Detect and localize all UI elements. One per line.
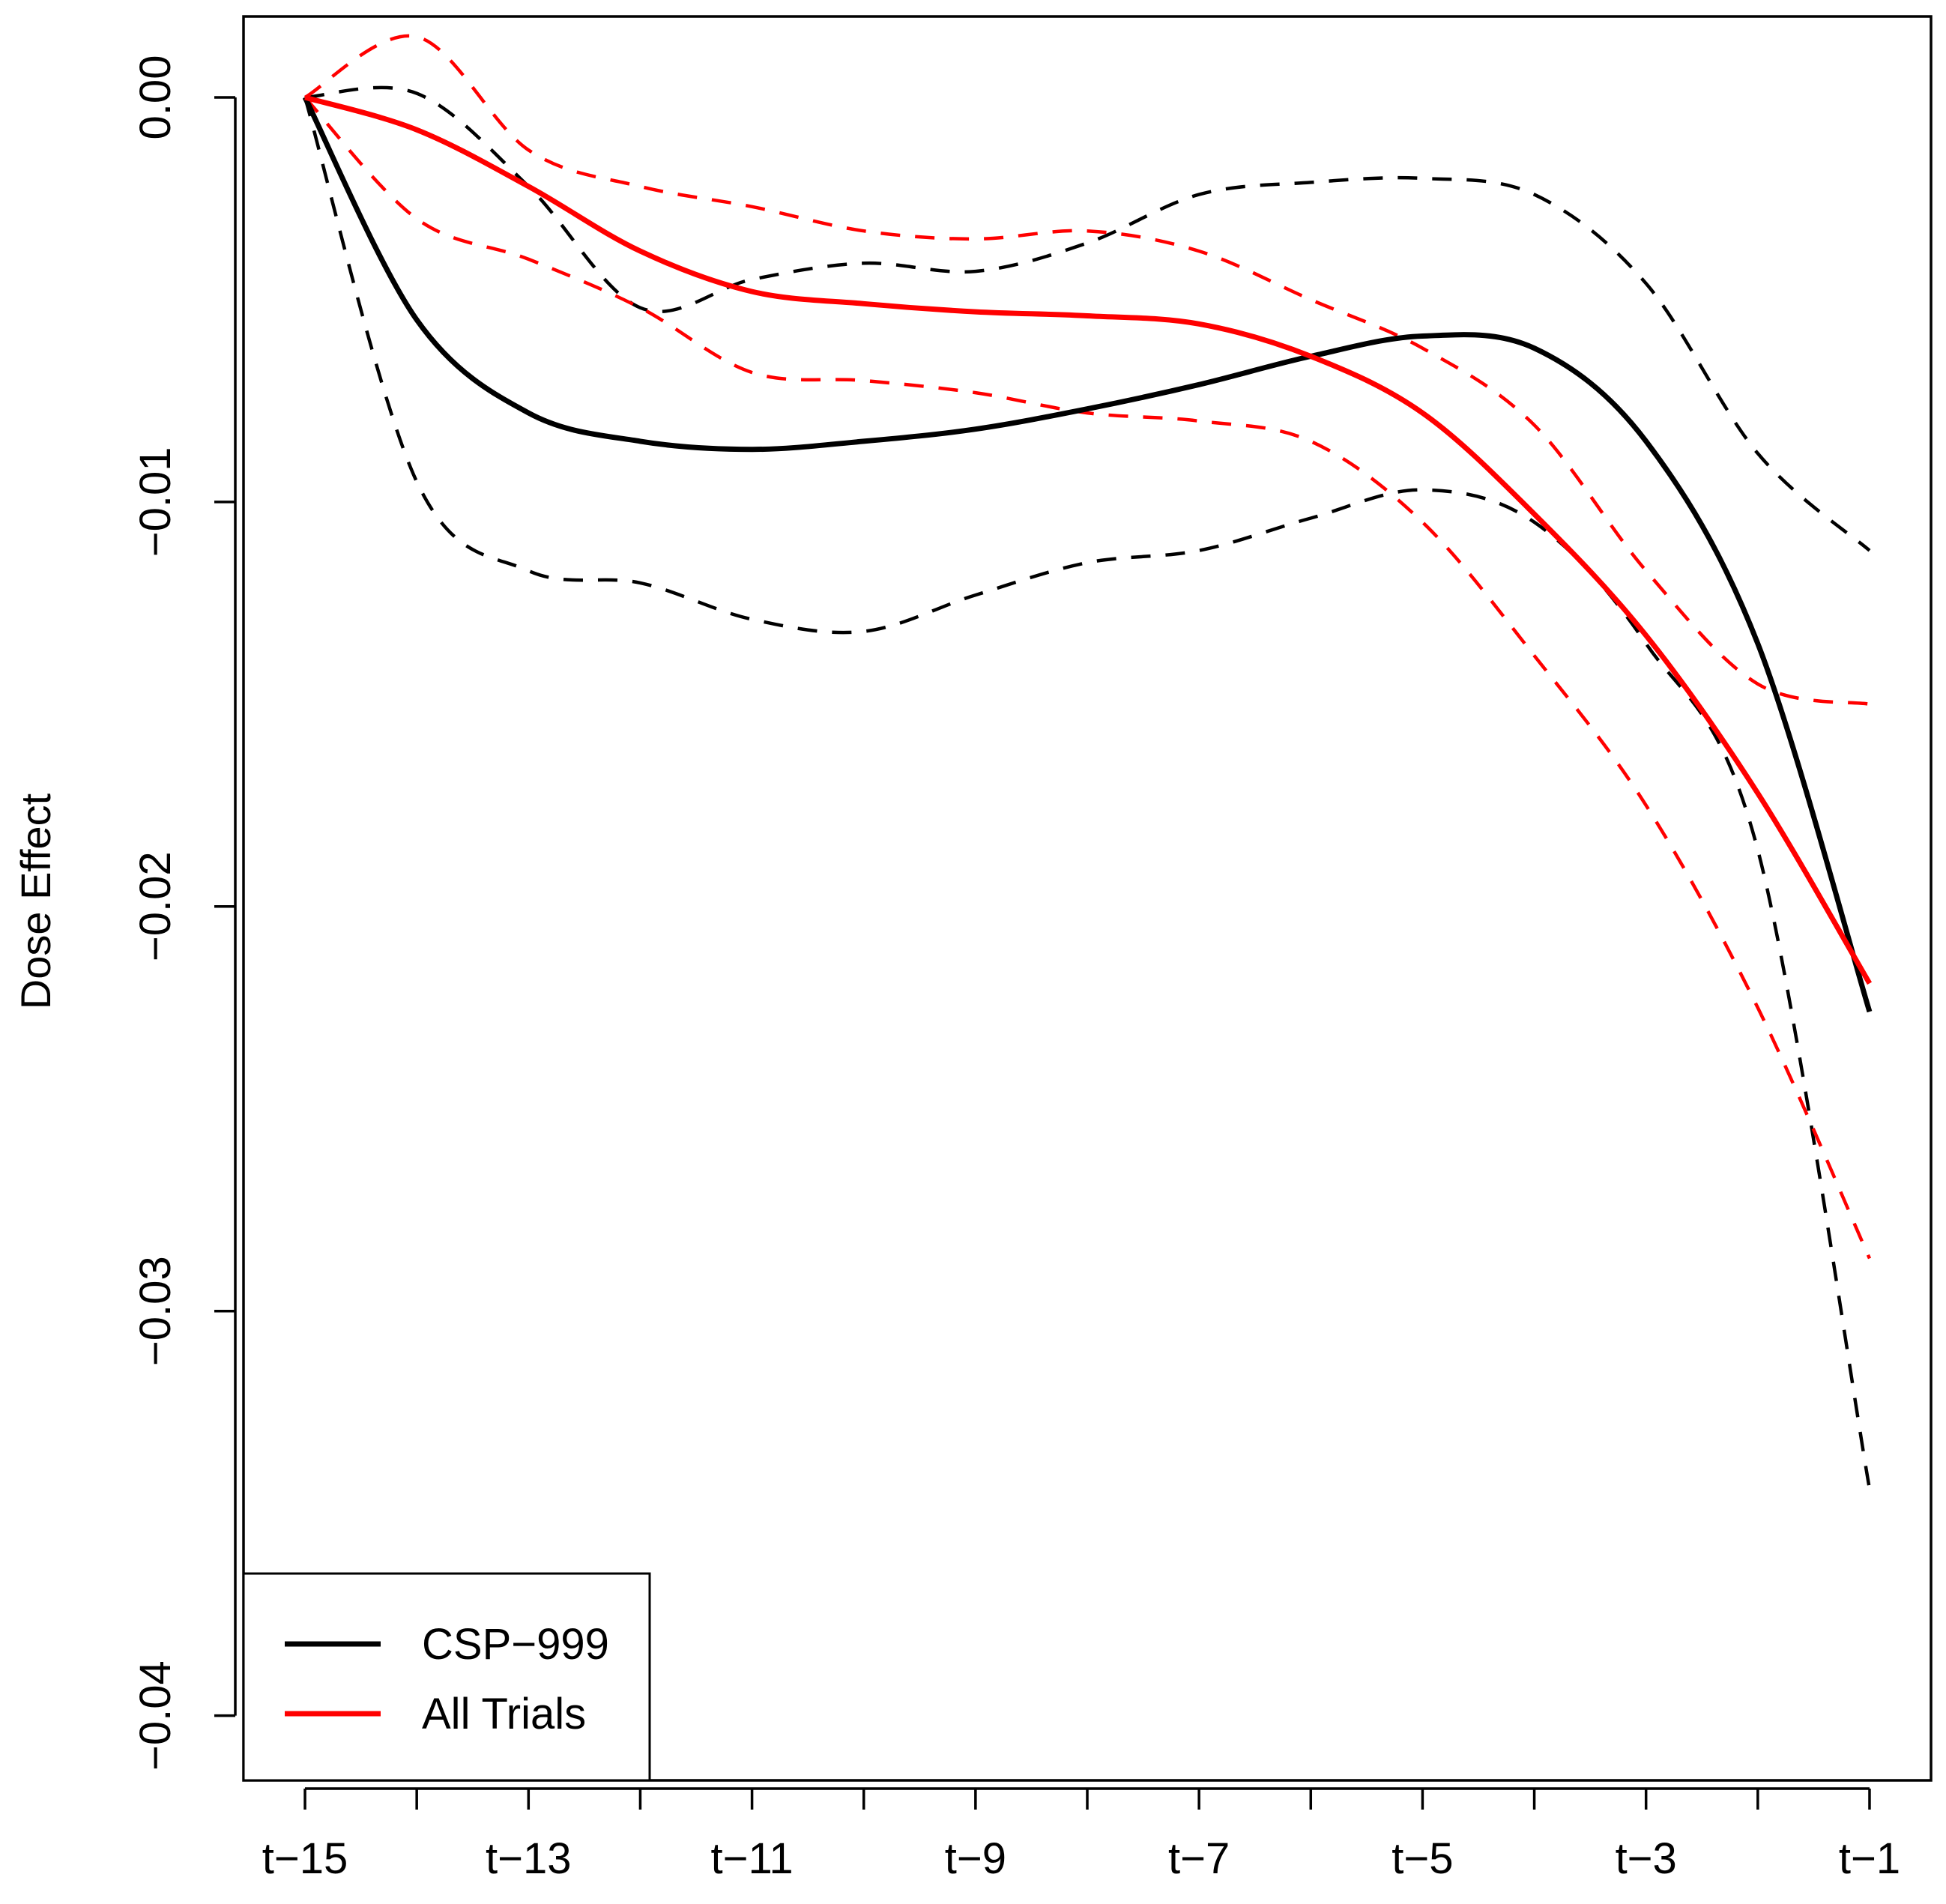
legend-label-all-trials: All Trials	[422, 1690, 586, 1738]
y-axis-label: Dose Effect	[12, 793, 59, 1009]
series-line-all-trials	[304, 94, 1873, 985]
x-tick-label: t−1	[1839, 1834, 1900, 1883]
y-tick-label: 0.00	[131, 55, 180, 140]
x-tick-label: t−11	[710, 1834, 793, 1883]
y-tick-label: −0.03	[131, 1256, 180, 1366]
y-axis: 0.00 −0.01 −0.02 −0.03 −0.04	[131, 55, 237, 1771]
series-line-all-trials-upper	[303, 34, 1870, 707]
y-tick-label: −0.01	[131, 447, 180, 557]
x-axis: t−15 t−13 t−11 t−9 t−7 t−5 t−3 t−1	[262, 1787, 1900, 1883]
plot-frame	[242, 15, 1933, 1782]
series-line-csp-999-lower	[303, 97, 1872, 1490]
x-tick-label: t−15	[262, 1834, 348, 1883]
series-line-csp-999-upper	[304, 85, 1871, 552]
x-tick-label: t−5	[1391, 1834, 1453, 1883]
legend-box	[242, 1572, 651, 1782]
x-tick-label: t−7	[1168, 1834, 1230, 1883]
series-line-csp-999	[302, 96, 1873, 1013]
x-tick-label: t−3	[1616, 1834, 1677, 1883]
legend: CSP−999 All Trials	[242, 1572, 651, 1782]
x-tick-label: t−13	[486, 1834, 572, 1883]
series-layer	[302, 34, 1873, 1490]
y-tick-label: −0.04	[131, 1660, 180, 1771]
y-tick-label: −0.02	[131, 851, 180, 961]
series-line-all-trials-lower	[303, 96, 1872, 1260]
legend-label-csp999: CSP−999	[422, 1620, 609, 1669]
x-tick-label: t−9	[945, 1834, 1006, 1883]
